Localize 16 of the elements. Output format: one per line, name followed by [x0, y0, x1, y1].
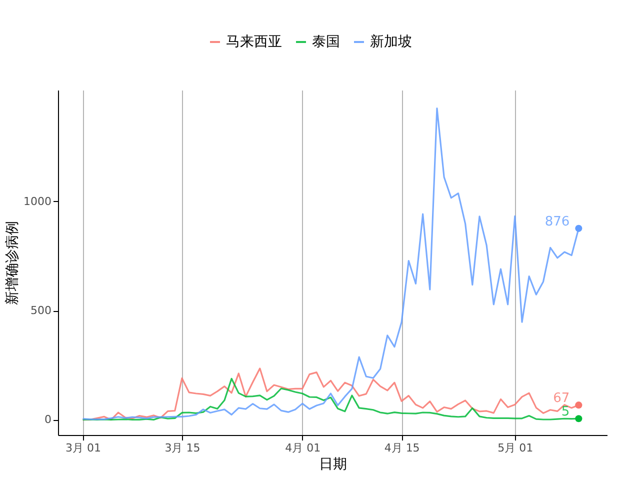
- y-tick-label: 0: [44, 413, 52, 426]
- data-label: 5: [561, 404, 570, 420]
- y-axis-title: 新增确诊病例: [4, 221, 21, 305]
- legend-label: 新加坡: [370, 34, 412, 50]
- x-axis-title: 日期: [319, 456, 347, 472]
- data-label: 67: [553, 391, 570, 406]
- x-tick-label: 4月 15: [384, 442, 420, 454]
- x-tick-label: 3月 01: [66, 442, 102, 454]
- data-label: 876: [544, 214, 570, 230]
- y-tick-label: 500: [30, 304, 52, 318]
- legend-label: 泰国: [312, 34, 340, 50]
- legend-label: 马来西亚: [226, 34, 282, 50]
- x-tick-label: 4月 01: [285, 442, 321, 454]
- y-tick-label: 1000: [24, 194, 52, 208]
- x-tick-label: 3月 15: [164, 442, 200, 454]
- x-tick-label: 5月 01: [498, 442, 534, 454]
